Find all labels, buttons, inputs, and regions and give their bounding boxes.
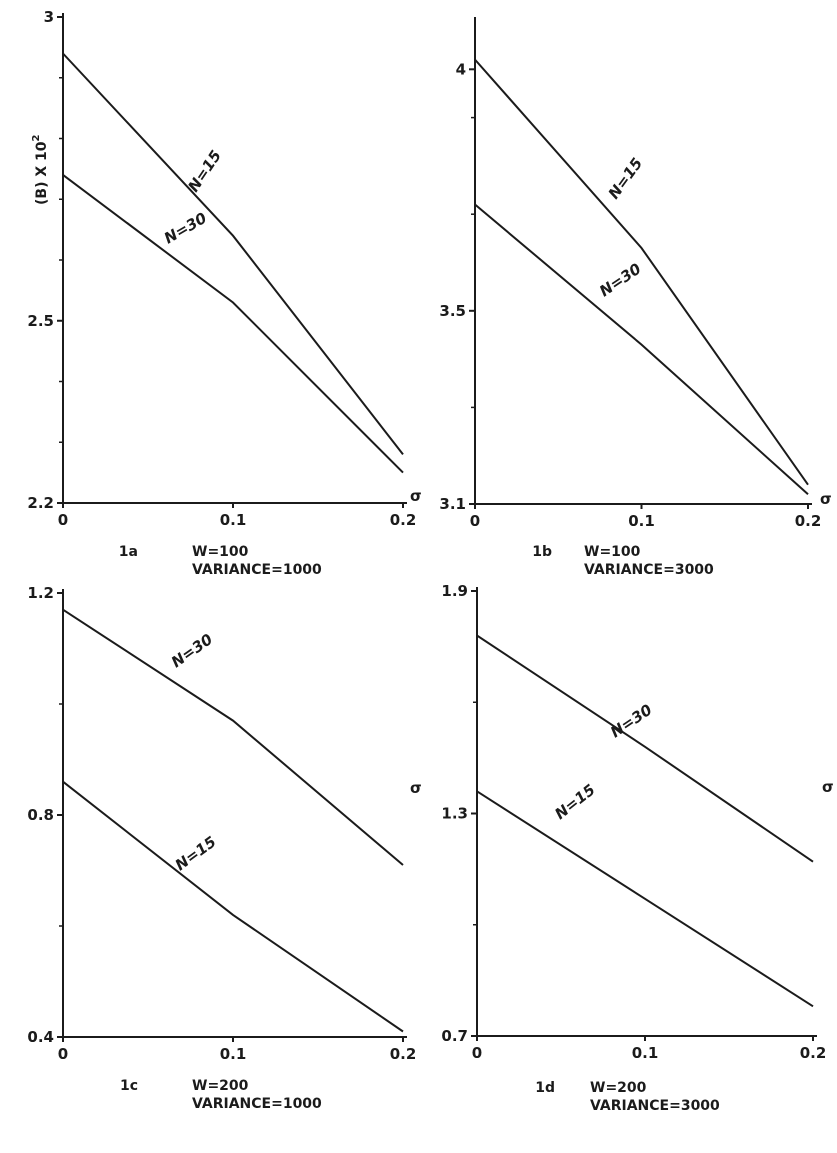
chart-panel-1d: 0.7 1.3 1.9 0 0.1 0.2 σ N=30N=15 1d W=200 VARIANCE… [441,582,833,1114]
panel-parameter: VARIANCE=1000 [192,1096,322,1112]
panel-parameter: VARIANCE=3000 [584,562,714,578]
series-label: N=30 [607,701,655,742]
y-tick-label: 3 [44,8,54,26]
series-line-n-30 [62,174,404,474]
y-tick-label: 4 [456,60,466,78]
series-label: N=30 [596,260,644,301]
y-tick-label: 0.7 [441,1027,468,1045]
y-tick-label: 1.9 [441,582,468,600]
x-axis-label: σ [820,490,832,508]
y-tick-label: 0.8 [27,806,54,824]
panel-id: 1d [535,1080,555,1096]
series-line-n-30 [62,608,404,866]
x-tick-label: 0.1 [220,511,247,529]
x-tick-label: 0 [58,1045,68,1063]
series-label: N=15 [184,147,225,195]
series-label: N=15 [172,833,220,875]
panel-parameter: W=100 [192,544,249,560]
panel-parameter: VARIANCE=1000 [192,562,322,578]
x-axis-label: σ [410,779,422,797]
y-tick-label: 3.5 [439,302,466,320]
x-tick-label: 0.2 [800,1044,827,1062]
series-label: N=30 [168,630,216,671]
x-tick-label: 0 [58,511,68,529]
panel-id: 1c [120,1078,138,1094]
y-axis-title-exponent: 2 [31,135,42,142]
panel-parameter: W=200 [192,1078,249,1094]
x-axis-label: σ [822,778,834,796]
series-label: N=30 [161,209,210,248]
x-tick-label: 0.2 [390,511,417,529]
x-tick-label: 0 [472,1044,482,1062]
y-tick-label: 1.3 [441,805,468,823]
y-tick-label: 0.4 [27,1028,54,1046]
series-label: N=15 [551,781,598,824]
y-tick-label: 2.2 [27,494,54,512]
series-line-n-30 [476,634,814,863]
x-tick-label: 0.1 [632,1044,659,1062]
chart-panel-1b: 3.1 3.5 4 0 0.1 0.2 σ N=15 N=30 1b W=100 VARIANCE=3… [439,17,832,578]
chart-panel-1a: 2.2 2.5 3 0 0.1 0.2 σ N=15 N=30 1a W=100 VARIANCE=1… [27,8,421,578]
y-axis-title-text: (B) X 10 [34,141,50,205]
series-line-n-15 [62,780,404,1033]
panel-id: 1a [119,544,138,560]
chart-panel-1c: 0.4 0.8 1.2 0 0.1 0.2 σ N=30 N=15 1c W=200 VARIANCE… [27,584,421,1112]
y-tick-label: 2.5 [27,312,54,330]
y-tick-label: 3.1 [439,495,466,513]
series-label: N=15 [605,155,647,203]
y-tick-label: 1.2 [27,584,54,602]
x-tick-label: 0.1 [628,512,655,530]
series-line-n-15 [62,52,404,456]
panel-id: 1b [532,544,552,560]
x-tick-label: 0.2 [795,512,822,530]
panel-parameter: W=200 [590,1080,647,1096]
panel-parameter: VARIANCE=3000 [590,1098,720,1114]
x-tick-label: 0.1 [220,1045,247,1063]
x-tick-label: 0.2 [390,1045,417,1063]
panel-parameter: W=100 [584,544,641,560]
x-tick-label: 0 [470,512,480,530]
x-axis-label: σ [410,487,422,505]
y-axis-title: (B) X 102 [31,135,50,206]
